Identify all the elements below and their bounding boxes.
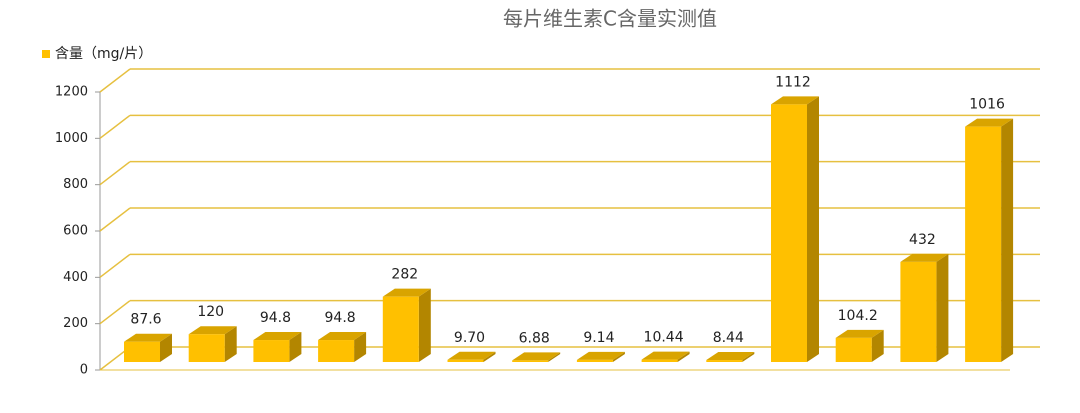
y-tick-label: 600	[63, 224, 88, 239]
grid-line	[99, 68, 131, 93]
y-tick-label: 1200	[55, 85, 88, 100]
bar	[706, 360, 743, 362]
y-tick-label: 400	[63, 270, 88, 285]
bar	[447, 359, 484, 362]
bar-side	[807, 96, 819, 363]
y-tick-label: 800	[63, 177, 88, 192]
bar-side	[612, 351, 625, 362]
data-label: 8.44	[713, 330, 744, 346]
bar-side	[936, 253, 949, 362]
bar	[965, 126, 1002, 362]
bar-top	[382, 288, 431, 297]
grid-line	[99, 114, 131, 139]
bar-top	[124, 333, 172, 342]
bar	[512, 360, 549, 362]
bar-top	[576, 351, 625, 360]
bar-top	[706, 352, 755, 361]
bar-side	[224, 326, 237, 362]
bar-top	[771, 96, 819, 105]
bar	[318, 340, 355, 362]
data-label: 432	[909, 232, 936, 248]
grid-line	[99, 300, 131, 325]
bar-side	[677, 351, 690, 362]
bar-side	[548, 352, 561, 362]
bar	[641, 359, 678, 362]
legend-label: 含量（mg/片）	[55, 46, 152, 62]
y-tick-label: 200	[63, 316, 88, 331]
bar-side	[289, 332, 302, 362]
bar-top	[641, 351, 690, 360]
data-label: 6.88	[519, 330, 550, 346]
data-label: 87.6	[130, 312, 161, 328]
y-tick-label: 1000	[55, 131, 88, 146]
bar-top	[318, 332, 367, 341]
grid-line	[99, 161, 131, 186]
bar	[835, 337, 872, 362]
bar	[124, 341, 160, 362]
bar-top	[447, 351, 496, 360]
bar-top	[253, 332, 302, 341]
data-label: 94.8	[325, 310, 356, 326]
bar	[576, 359, 613, 362]
bar-top	[965, 118, 1014, 127]
data-label: 1016	[969, 97, 1005, 113]
bar-top	[512, 352, 561, 361]
data-label: 1112	[775, 74, 811, 90]
data-label: 10.44	[644, 330, 684, 346]
bar-side	[354, 332, 367, 362]
bar	[900, 261, 937, 362]
bar-side	[742, 352, 755, 362]
data-label: 94.8	[260, 310, 291, 326]
chart-title: 每片维生素C含量实测值	[503, 7, 717, 31]
bar-side	[1001, 118, 1014, 362]
data-label: 120	[197, 304, 224, 320]
bar-top	[900, 253, 949, 262]
bar	[382, 296, 419, 362]
bar	[188, 334, 225, 362]
y-tick-label: 0	[80, 363, 88, 378]
bar	[771, 104, 807, 363]
bar-top	[835, 329, 884, 338]
grid-line	[99, 253, 131, 278]
bar	[253, 340, 290, 362]
data-label: 9.70	[454, 330, 485, 346]
bar-side	[418, 288, 431, 362]
bar-side	[160, 333, 172, 362]
bar-side	[871, 329, 884, 362]
bar-top	[188, 326, 237, 335]
legend-swatch	[42, 50, 50, 58]
data-label: 282	[391, 267, 418, 283]
grid-line	[99, 207, 131, 232]
bar-side	[483, 351, 496, 362]
data-label: 9.14	[583, 330, 614, 346]
data-label: 104.2	[838, 308, 878, 324]
